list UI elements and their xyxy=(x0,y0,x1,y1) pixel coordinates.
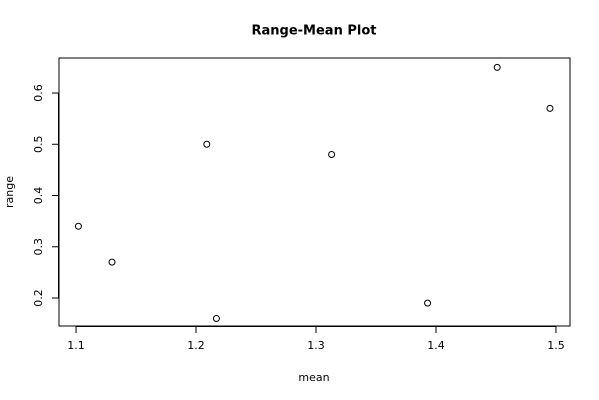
point xyxy=(493,63,501,71)
y-axis-label: range xyxy=(3,176,16,208)
plot-box xyxy=(58,57,571,327)
y-tick-label: 0.4 xyxy=(32,187,45,205)
point xyxy=(546,104,554,112)
x-tick-label: 1.1 xyxy=(67,339,85,352)
x-axis-label: mean xyxy=(298,371,329,384)
point xyxy=(328,151,336,159)
chart-title: Range-Mean Plot xyxy=(252,24,377,39)
x-tick-label: 1.3 xyxy=(307,339,325,352)
point xyxy=(108,258,116,266)
point xyxy=(424,299,432,307)
y-tick-label: 0.5 xyxy=(32,136,45,154)
point xyxy=(212,315,220,323)
x-tick-label: 1.4 xyxy=(427,339,445,352)
point xyxy=(74,222,82,230)
x-tick-label: 1.2 xyxy=(187,339,205,352)
y-tick-label: 0.3 xyxy=(32,238,45,256)
y-tick-label: 0.6 xyxy=(32,84,45,102)
point xyxy=(203,140,211,148)
x-tick-label: 1.5 xyxy=(547,339,565,352)
y-tick-label: 0.2 xyxy=(32,289,45,307)
